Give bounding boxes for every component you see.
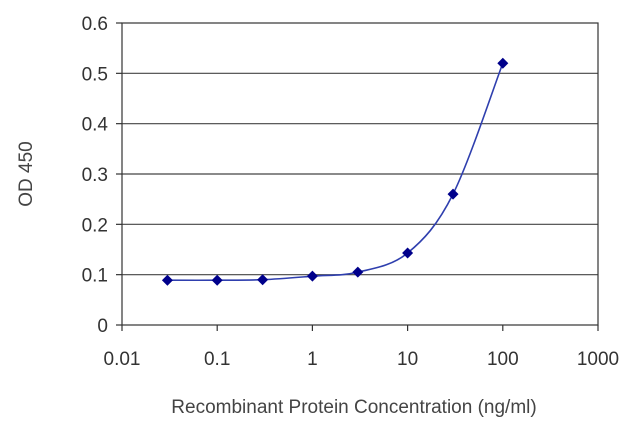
x-tick-label: 1000 [577, 349, 619, 370]
y-tick-label: 0.2 [82, 215, 108, 236]
fit-curve-line [167, 62, 504, 282]
data-point [161, 274, 173, 286]
gridlines [122, 72, 598, 276]
data-points [161, 57, 509, 286]
data-point [306, 270, 318, 282]
x-axis-ticks: 0.01 0.1 1 10 100 1000 [104, 325, 619, 370]
data-point [352, 266, 364, 278]
data-point [447, 188, 459, 200]
data-point [497, 57, 509, 69]
y-tick-label: 0.3 [82, 165, 108, 186]
x-tick-label: 1 [307, 349, 318, 370]
y-tick-label: 0.1 [82, 266, 108, 287]
x-axis-title: Recombinant Protein Concentration (ng/ml… [171, 397, 536, 418]
x-tick-label: 0.01 [104, 349, 141, 370]
data-point [257, 274, 269, 286]
x-tick-label: 100 [487, 349, 519, 370]
y-axis-title: OD 450 [16, 141, 37, 206]
y-tick-label: 0.6 [82, 14, 108, 35]
y-axis-ticks: 0 0.1 0.2 0.3 0.4 0.5 0.6 [82, 14, 122, 337]
data-point [211, 274, 223, 286]
x-tick-label: 0.1 [204, 349, 230, 370]
x-tick-label: 10 [397, 349, 418, 370]
y-tick-label: 0 [97, 316, 108, 337]
data-point [402, 247, 414, 259]
y-tick-label: 0.5 [82, 64, 108, 85]
y-tick-label: 0.4 [82, 115, 109, 136]
